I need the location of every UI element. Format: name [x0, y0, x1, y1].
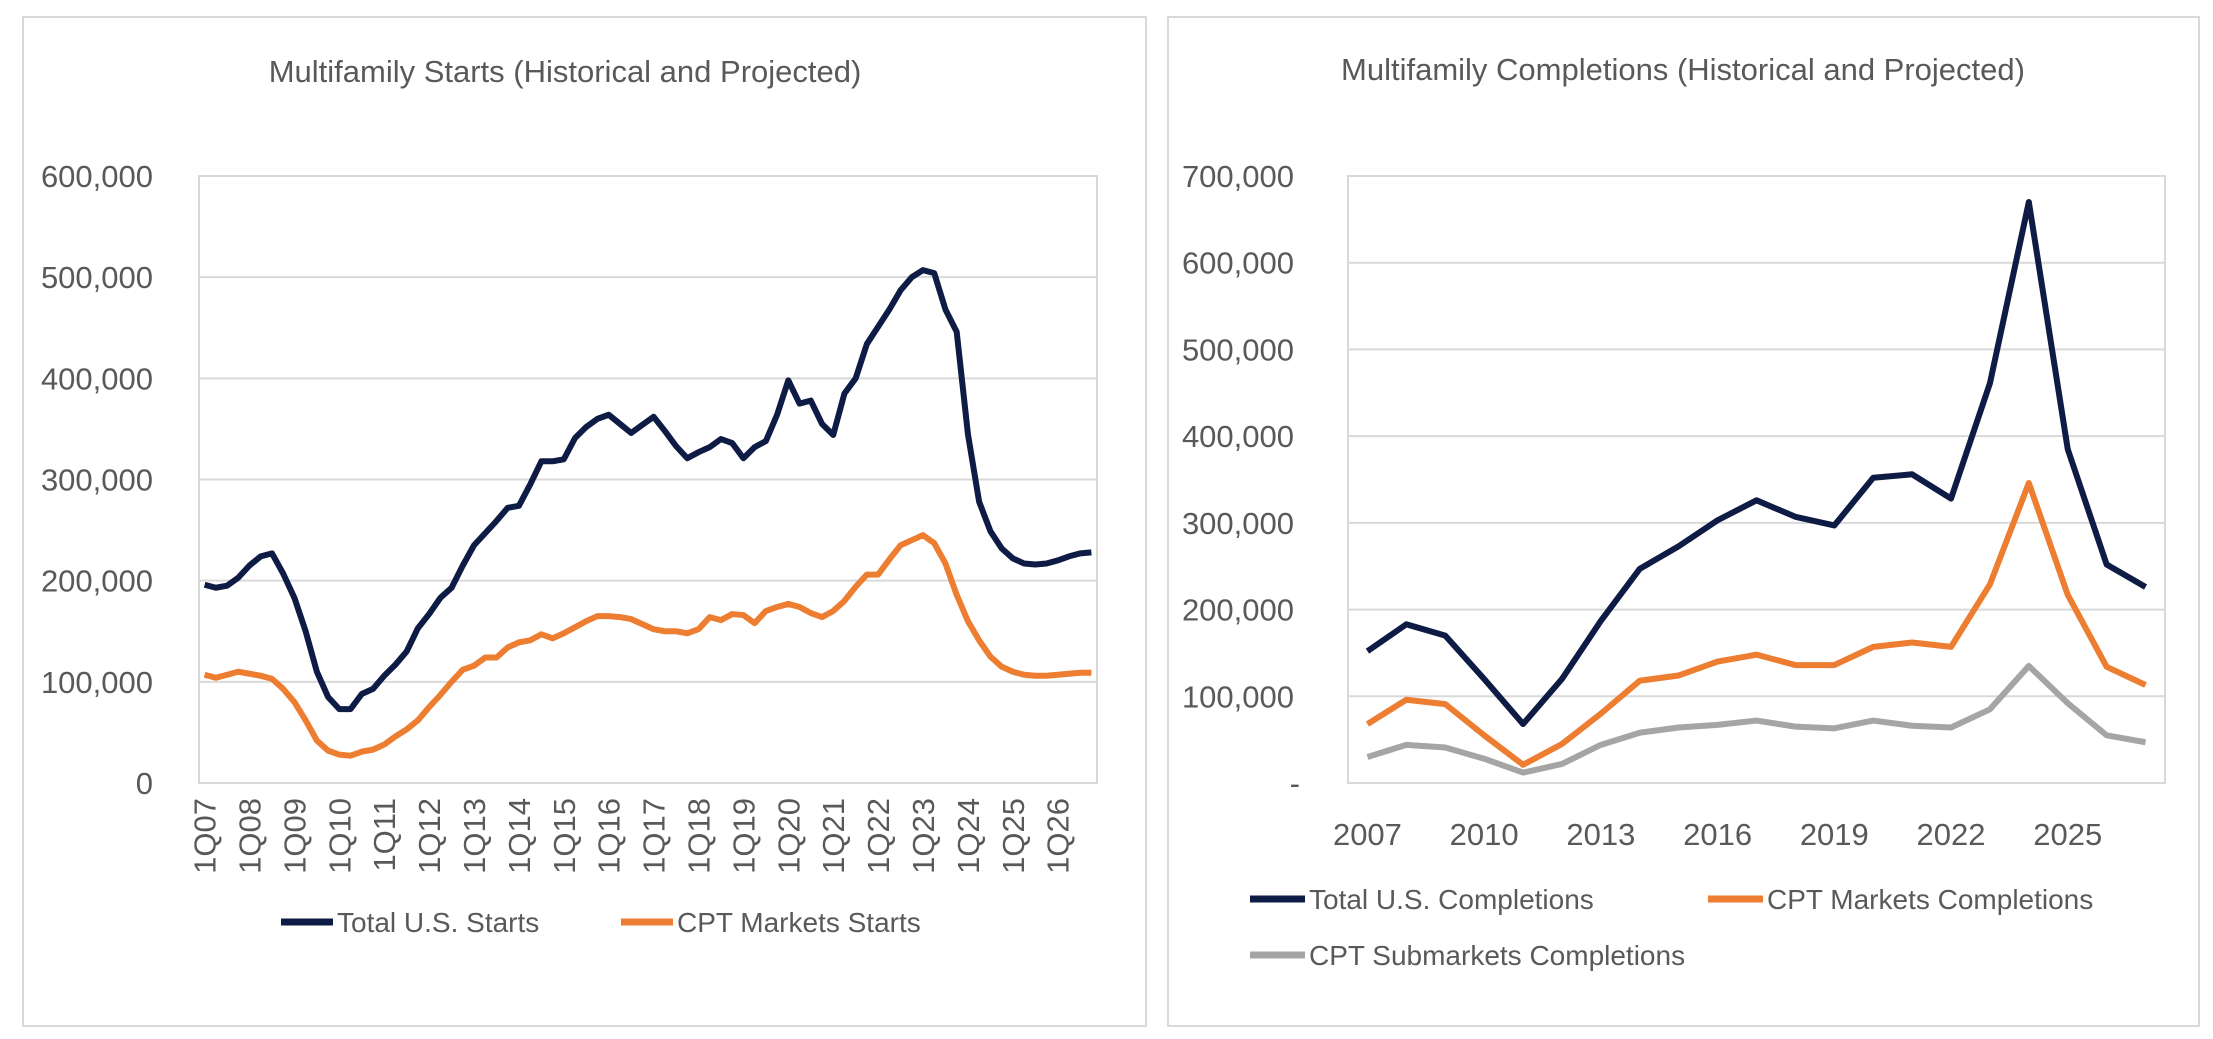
x-tick-label: 2007 — [1333, 817, 1402, 852]
x-tick-label: 1Q20 — [771, 798, 806, 874]
x-tick-label: 2016 — [1683, 817, 1752, 852]
legend-label: Total U.S. Starts — [337, 907, 539, 938]
x-tick-label: 1Q22 — [861, 798, 896, 874]
y-tick-label: 400,000 — [41, 361, 153, 396]
x-tick-label: 1Q09 — [277, 798, 312, 874]
x-tick-label: 1Q07 — [188, 798, 223, 874]
x-tick-label: 2013 — [1566, 817, 1635, 852]
y-tick-label: 100,000 — [1182, 679, 1294, 714]
x-tick-label: 1Q11 — [367, 798, 402, 872]
series-line-cpt-markets-completions — [1365, 479, 2147, 768]
x-tick-label: 2022 — [1917, 817, 1986, 852]
y-tick-label: 400,000 — [1182, 419, 1294, 454]
x-tick-label: 2025 — [2033, 817, 2102, 852]
y-tick-label: 600,000 — [1182, 246, 1294, 281]
completions-chart-frame — [1167, 16, 2200, 1027]
legend-label: CPT Submarkets Completions — [1309, 940, 1685, 971]
y-tick-label: 0 — [136, 766, 153, 801]
x-tick-label: 1Q25 — [996, 798, 1031, 874]
x-tick-label: 1Q12 — [412, 798, 447, 874]
series-line-total-u-s-completions — [1365, 199, 2148, 728]
y-tick-label: 700,000 — [1182, 159, 1294, 194]
starts-chart-frame — [22, 16, 1147, 1027]
x-tick-label: 1Q16 — [592, 798, 627, 874]
y-tick-label: 300,000 — [1182, 506, 1294, 541]
y-tick-label: 500,000 — [41, 260, 153, 295]
legend-label: CPT Markets Completions — [1767, 884, 2093, 915]
y-tick-label: 100,000 — [41, 665, 153, 700]
y-tick-label: 200,000 — [41, 564, 153, 599]
y-tick-label: 600,000 — [41, 159, 153, 194]
series-line-cpt-submarkets-completions — [1366, 662, 2147, 776]
x-tick-label: 1Q24 — [951, 798, 986, 874]
series-line-cpt-markets-starts — [203, 532, 1092, 759]
x-tick-label: 1Q21 — [816, 798, 851, 874]
plot-area — [198, 175, 1098, 784]
x-tick-label: 1Q23 — [906, 798, 941, 874]
x-tick-label: 1Q18 — [682, 798, 717, 874]
y-tick-label: 500,000 — [1182, 332, 1294, 367]
x-tick-label: 1Q17 — [637, 798, 672, 874]
x-tick-label: 1Q10 — [322, 798, 357, 874]
x-tick-label: 1Q08 — [233, 798, 268, 874]
y-tick-label: - — [1290, 766, 1300, 801]
legend-label: Total U.S. Completions — [1309, 884, 1594, 915]
series-line-total-u-s-starts — [203, 267, 1092, 713]
x-tick-label: 2019 — [1800, 817, 1869, 852]
x-tick-label: 1Q15 — [547, 798, 582, 874]
x-tick-label: 2010 — [1450, 817, 1519, 852]
plot-area — [1347, 175, 2166, 784]
x-tick-label: 1Q26 — [1041, 798, 1076, 874]
completions-chart-title: Multifamily Completions (Historical and … — [1341, 52, 2025, 87]
x-tick-label: 1Q14 — [502, 798, 537, 874]
x-tick-label: 1Q19 — [726, 798, 761, 874]
y-tick-label: 300,000 — [41, 463, 153, 498]
x-tick-label: 1Q13 — [457, 798, 492, 874]
starts-chart-title: Multifamily Starts (Historical and Proje… — [269, 54, 862, 89]
y-tick-label: 200,000 — [1182, 593, 1294, 628]
legend-label: CPT Markets Starts — [677, 907, 921, 938]
